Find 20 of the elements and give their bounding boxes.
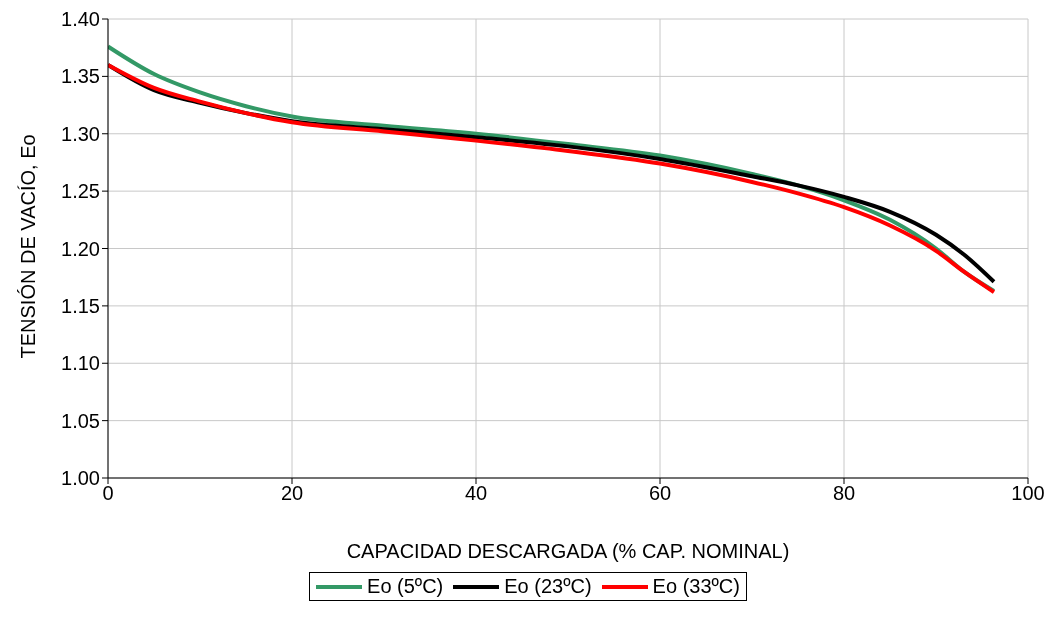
legend-label: Eo (33ºC)	[652, 575, 740, 598]
y-axis-title: TENSIÓN DE VACÍO, Eo	[17, 134, 40, 359]
legend-label: Eo (23ºC)	[504, 575, 592, 598]
y-tick-label: 1.10	[61, 352, 100, 375]
y-tick-label: 1.35	[61, 65, 100, 88]
x-tick-label: 100	[1011, 482, 1045, 505]
x-tick-label: 60	[648, 482, 672, 505]
y-tick-label: 1.25	[61, 180, 100, 203]
x-axis-title: CAPACIDAD DESCARGADA (% CAP. NOMINAL)	[346, 540, 790, 562]
x-tick-label: 20	[280, 482, 304, 505]
x-tick-label: 80	[832, 482, 856, 505]
y-tick-label: 1.15	[61, 294, 100, 317]
legend-label: Eo (5ºC)	[367, 575, 444, 598]
x-tick-label: 0	[102, 482, 114, 505]
y-tick-label: 1.20	[61, 237, 100, 260]
y-tick-label: 1.05	[61, 409, 100, 432]
y-tick-label: 1.40	[61, 8, 100, 31]
x-tick-label: 40	[464, 482, 488, 505]
y-tick-label: 1.00	[61, 467, 100, 490]
y-tick-label: 1.30	[61, 122, 100, 145]
